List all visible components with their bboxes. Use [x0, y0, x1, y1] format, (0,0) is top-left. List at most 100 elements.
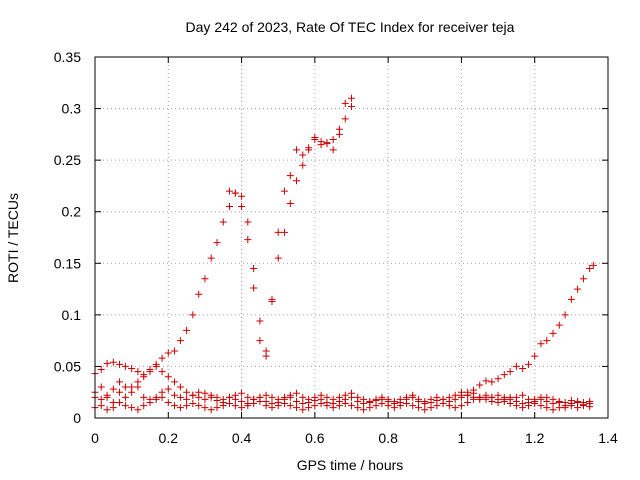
data-point [201, 275, 209, 283]
data-point [543, 337, 551, 345]
data-point [317, 391, 325, 399]
data-point [561, 399, 569, 407]
data-point [103, 393, 111, 401]
data-point [421, 397, 429, 405]
data-point [390, 397, 398, 405]
data-point [219, 395, 227, 403]
data-point [311, 133, 319, 141]
data-point [329, 404, 337, 412]
data-point [183, 388, 191, 396]
data-point [354, 404, 362, 412]
data-point [250, 395, 258, 403]
data-point [195, 290, 203, 298]
data-point [329, 395, 337, 403]
data-point [152, 393, 160, 401]
data-point [488, 378, 496, 386]
data-point [396, 395, 404, 403]
data-point [378, 393, 386, 401]
data-point [201, 389, 209, 397]
data-point [543, 404, 551, 412]
data-point [586, 264, 594, 272]
data-point [579, 275, 587, 283]
data-point [109, 404, 117, 412]
y-tick-label: 0.2 [62, 204, 82, 220]
data-point [116, 388, 124, 396]
data-point [433, 402, 441, 410]
data-point [238, 397, 246, 405]
data-point [103, 406, 111, 414]
data-point [549, 395, 557, 403]
data-point [140, 371, 148, 379]
data-point [207, 406, 215, 414]
data-point [512, 393, 520, 401]
data-point [158, 388, 166, 396]
data-point [134, 406, 142, 414]
data-point [225, 187, 233, 195]
y-tick-label: 0.1 [62, 307, 82, 323]
data-point [384, 402, 392, 410]
data-point [335, 125, 343, 133]
data-point [531, 397, 539, 405]
data-point [244, 402, 252, 410]
data-point [171, 347, 179, 355]
data-point [323, 139, 331, 147]
data-point [335, 393, 343, 401]
data-point [158, 368, 166, 376]
data-point [176, 337, 184, 345]
data-point [268, 393, 276, 401]
data-point [488, 393, 496, 401]
data-point [341, 400, 349, 408]
data-point [176, 393, 184, 401]
y-tick-label: 0.3 [62, 101, 82, 117]
data-point [390, 404, 398, 412]
chart-title: Day 242 of 2023, Rate Of TEC Index for r… [186, 19, 515, 35]
plot-frame [94, 56, 609, 419]
data-point [549, 329, 557, 337]
data-point [140, 402, 148, 410]
data-point [128, 404, 136, 412]
data-point [116, 360, 124, 368]
data-point [543, 393, 551, 401]
data-point [109, 385, 117, 393]
data-point [225, 203, 233, 211]
data-point [183, 395, 191, 403]
series-2 [91, 378, 594, 407]
data-point [213, 404, 221, 412]
data-point [305, 144, 313, 152]
data-point [97, 395, 105, 403]
data-point [574, 285, 582, 293]
data-point [561, 311, 569, 319]
data-point [341, 391, 349, 399]
data-point [268, 297, 276, 305]
data-point [567, 396, 575, 404]
data-point [427, 395, 435, 403]
data-point [494, 391, 502, 399]
data-point [134, 383, 142, 391]
data-point [244, 236, 252, 244]
data-point [402, 400, 410, 408]
data-point [262, 402, 270, 410]
data-point [512, 362, 520, 370]
data-point [524, 402, 532, 410]
data-point [195, 402, 203, 410]
data-point [567, 295, 575, 303]
data-point [445, 397, 453, 405]
data-point [299, 400, 307, 408]
data-point [213, 393, 221, 401]
data-point [268, 404, 276, 412]
data-point [354, 393, 362, 401]
data-point [470, 395, 478, 403]
data-point [293, 389, 301, 397]
data-point [280, 393, 288, 401]
data-point [476, 381, 484, 389]
data-point [494, 375, 502, 383]
y-tick-label: 0.25 [54, 152, 81, 168]
data-point [537, 395, 545, 403]
data-point [317, 400, 325, 408]
data-point [476, 393, 484, 401]
data-point [506, 395, 514, 403]
x-tick-label: 1 [458, 430, 466, 446]
y-axis-label: ROTI / TECUs [5, 193, 21, 283]
data-point [213, 239, 221, 247]
data-point [482, 395, 490, 403]
